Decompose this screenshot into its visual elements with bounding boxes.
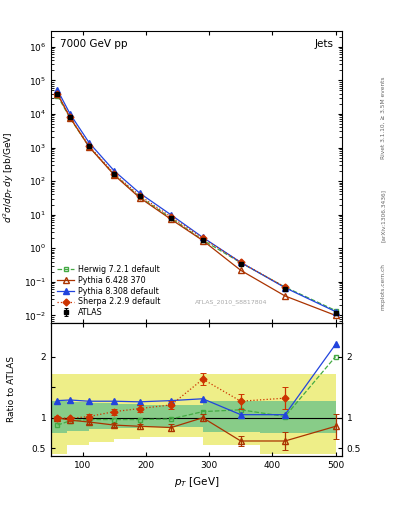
Sherpa 2.2.9 default — [112, 170, 117, 177]
Pythia 6.428 370 — [333, 312, 338, 318]
Pythia 8.308 default — [200, 234, 205, 241]
Text: 7000 GeV pp: 7000 GeV pp — [60, 39, 127, 50]
Text: ATLAS_2010_S8817804: ATLAS_2010_S8817804 — [195, 300, 268, 305]
Pythia 8.308 default — [137, 190, 142, 196]
Herwig 7.2.1 default — [200, 237, 205, 243]
Pythia 6.428 370 — [112, 172, 117, 178]
Text: [arXiv:1306.3436]: [arXiv:1306.3436] — [381, 188, 386, 242]
Sherpa 2.2.9 default — [55, 91, 60, 97]
Pythia 6.428 370 — [55, 91, 60, 97]
Herwig 7.2.1 default — [87, 144, 92, 150]
Pythia 8.308 default — [169, 212, 174, 218]
Sherpa 2.2.9 default — [169, 214, 174, 220]
Pythia 8.308 default — [87, 140, 92, 146]
Line: Sherpa 2.2.9 default: Sherpa 2.2.9 default — [55, 91, 287, 289]
Line: Herwig 7.2.1 default: Herwig 7.2.1 default — [55, 93, 338, 313]
Pythia 8.308 default — [333, 309, 338, 315]
Pythia 8.308 default — [55, 87, 60, 93]
Pythia 6.428 370 — [239, 267, 243, 273]
Legend: Herwig 7.2.1 default, Pythia 6.428 370, Pythia 8.308 default, Sherpa 2.2.9 defau: Herwig 7.2.1 default, Pythia 6.428 370, … — [55, 264, 162, 319]
Pythia 8.308 default — [68, 111, 72, 117]
Herwig 7.2.1 default — [68, 115, 72, 121]
Herwig 7.2.1 default — [137, 194, 142, 200]
Pythia 6.428 370 — [283, 293, 287, 299]
Herwig 7.2.1 default — [333, 307, 338, 313]
Pythia 8.308 default — [112, 168, 117, 174]
Sherpa 2.2.9 default — [87, 143, 92, 149]
Herwig 7.2.1 default — [112, 172, 117, 178]
Sherpa 2.2.9 default — [283, 284, 287, 290]
Text: mcplots.cern.ch: mcplots.cern.ch — [381, 263, 386, 310]
Text: Jets: Jets — [314, 39, 333, 50]
Sherpa 2.2.9 default — [68, 114, 72, 120]
Sherpa 2.2.9 default — [200, 235, 205, 241]
X-axis label: $p_T$ [GeV]: $p_T$ [GeV] — [174, 475, 219, 489]
Line: Pythia 6.428 370: Pythia 6.428 370 — [54, 91, 339, 318]
Pythia 6.428 370 — [169, 217, 174, 223]
Herwig 7.2.1 default — [55, 93, 60, 99]
Sherpa 2.2.9 default — [239, 259, 243, 265]
Herwig 7.2.1 default — [239, 260, 243, 266]
Pythia 6.428 370 — [87, 144, 92, 150]
Pythia 6.428 370 — [137, 195, 142, 201]
Herwig 7.2.1 default — [283, 284, 287, 290]
Text: Rivet 3.1.10, ≥ 3.5M events: Rivet 3.1.10, ≥ 3.5M events — [381, 76, 386, 159]
Pythia 6.428 370 — [68, 115, 72, 121]
Y-axis label: Ratio to ATLAS: Ratio to ATLAS — [7, 356, 16, 422]
Herwig 7.2.1 default — [169, 215, 174, 221]
Pythia 6.428 370 — [200, 238, 205, 244]
Pythia 8.308 default — [239, 259, 243, 265]
Sherpa 2.2.9 default — [137, 193, 142, 199]
Line: Pythia 8.308 default: Pythia 8.308 default — [54, 87, 339, 315]
Pythia 8.308 default — [283, 285, 287, 291]
Y-axis label: $d^2\sigma/dp_T\,dy$ [pb/GeV]: $d^2\sigma/dp_T\,dy$ [pb/GeV] — [2, 131, 16, 223]
